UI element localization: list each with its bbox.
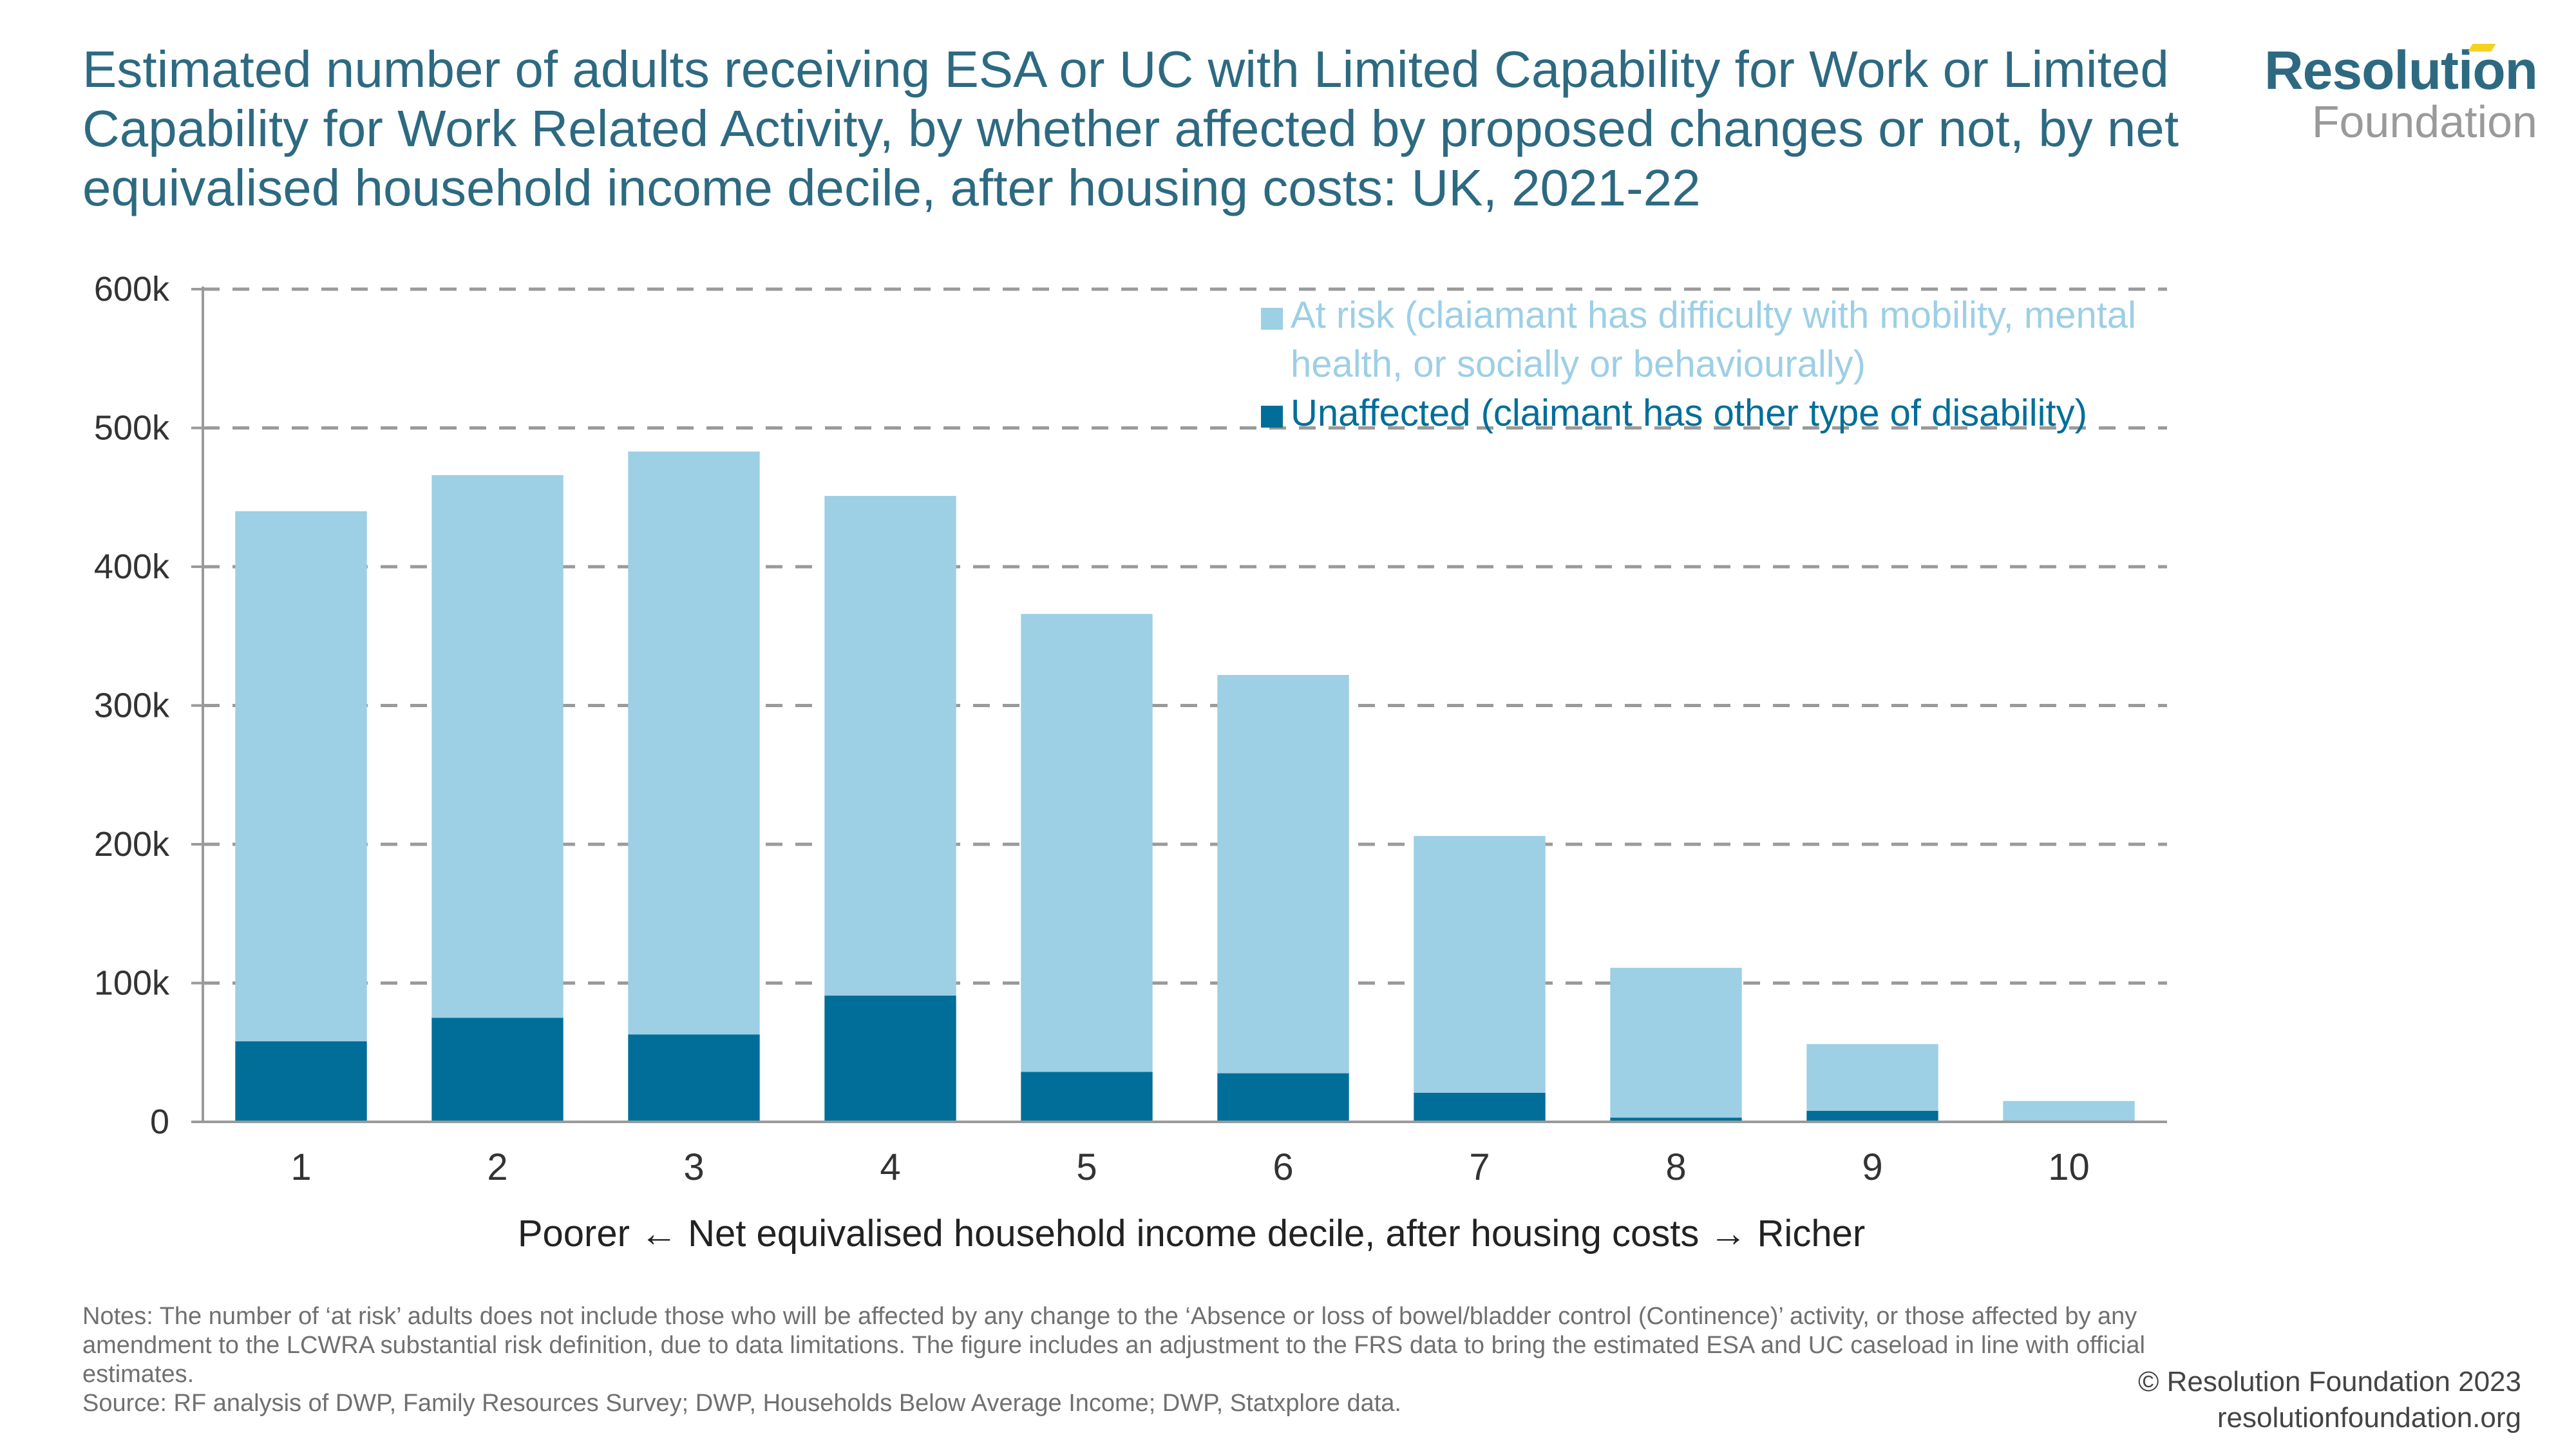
y-tick-label: 400k	[94, 547, 170, 586]
x-tick-label: 10	[2048, 1146, 2090, 1188]
bar-segment-unaffected	[1021, 1072, 1153, 1122]
legend-swatch-at-risk	[1261, 308, 1283, 330]
x-tick-label: 7	[1469, 1146, 1490, 1188]
legend: At risk (claiamant has difficulty with m…	[1256, 291, 2157, 438]
x-tick-label: 1	[290, 1146, 311, 1188]
y-tick-label: 0	[150, 1103, 169, 1141]
legend-label-at-risk: At risk (claiamant has difficulty with m…	[1291, 294, 2136, 385]
y-axis-ticks: 0 100k 200k 300k 400k 500k 600k	[94, 270, 203, 1141]
copyright-text: © Resolution Foundation 2023	[2137, 1366, 2521, 1397]
bar-segment-at-risk	[431, 475, 564, 1018]
x-axis-label: Poorer ← Net equivalised household incom…	[518, 1213, 1865, 1255]
x-tick-label: 9	[1862, 1146, 1882, 1188]
bars	[235, 451, 2135, 1122]
bar-segment-at-risk	[1414, 836, 1546, 1093]
bar-segment-at-risk	[628, 451, 760, 1035]
notes-text: Notes: The number of ‘at risk’ adults do…	[82, 1303, 2145, 1388]
logo-wordmark-top: Resolution	[2264, 40, 2538, 100]
y-tick-label: 500k	[94, 409, 170, 448]
resolution-foundation-logo: Resolution Foundation	[2241, 40, 2538, 147]
legend-item-at-risk: At risk (claiamant has difficulty with m…	[1256, 291, 2157, 389]
bar-segment-unaffected	[1610, 1117, 1742, 1122]
chart-title: Estimated number of adults receiving ESA…	[82, 41, 2179, 216]
notes-block: Notes: The number of ‘at risk’ adults do…	[82, 1302, 2175, 1418]
bar-segment-unaffected	[235, 1041, 367, 1122]
bar-segment-unaffected	[628, 1034, 760, 1122]
x-tick-label: 3	[683, 1146, 704, 1188]
x-tick-label: 8	[1665, 1146, 1686, 1188]
bar-segment-at-risk	[824, 496, 956, 996]
bar-segment-unaffected	[824, 995, 956, 1122]
legend-label-unaffected: Unaffected (claimant has other type of d…	[1291, 392, 2087, 434]
x-tick-label: 6	[1273, 1146, 1293, 1188]
y-tick-label: 200k	[94, 825, 170, 864]
source-text: Source: RF analysis of DWP, Family Resou…	[82, 1390, 1401, 1417]
bar-segment-at-risk	[1217, 675, 1349, 1074]
bar-segment-unaffected	[431, 1018, 564, 1122]
website-link[interactable]: resolutionfoundation.org	[2217, 1402, 2521, 1434]
copyright-block: © Resolution Foundation 2023 resolutionf…	[2138, 1364, 2521, 1436]
bar-segment-at-risk	[235, 511, 367, 1042]
x-tick-label: 5	[1076, 1146, 1097, 1188]
y-tick-label: 600k	[94, 270, 170, 308]
x-axis-ticks: 1 2 3 4 5 6 7 8 9 10	[290, 1146, 2089, 1188]
y-tick-label: 100k	[94, 964, 170, 1003]
bar-segment-at-risk	[1610, 967, 1742, 1118]
y-tick-label: 300k	[94, 687, 170, 725]
logo-wordmark-bottom: Foundation	[2311, 97, 2537, 147]
bar-segment-unaffected	[1414, 1092, 1546, 1122]
bar-segment-at-risk	[1806, 1044, 1938, 1111]
legend-swatch-unaffected	[1261, 406, 1283, 428]
bar-segment-at-risk	[1021, 614, 1153, 1072]
logo-top-text: Resolution	[2264, 40, 2538, 100]
bar-segment-unaffected	[1806, 1110, 1938, 1122]
legend-item-unaffected: Unaffected (claimant has other type of d…	[1256, 389, 2157, 438]
axes	[191, 287, 2167, 1123]
bar-segment-unaffected	[1217, 1073, 1349, 1122]
bar-segment-at-risk	[2003, 1101, 2135, 1122]
x-tick-label: 4	[880, 1146, 900, 1188]
x-tick-label: 2	[487, 1146, 507, 1188]
